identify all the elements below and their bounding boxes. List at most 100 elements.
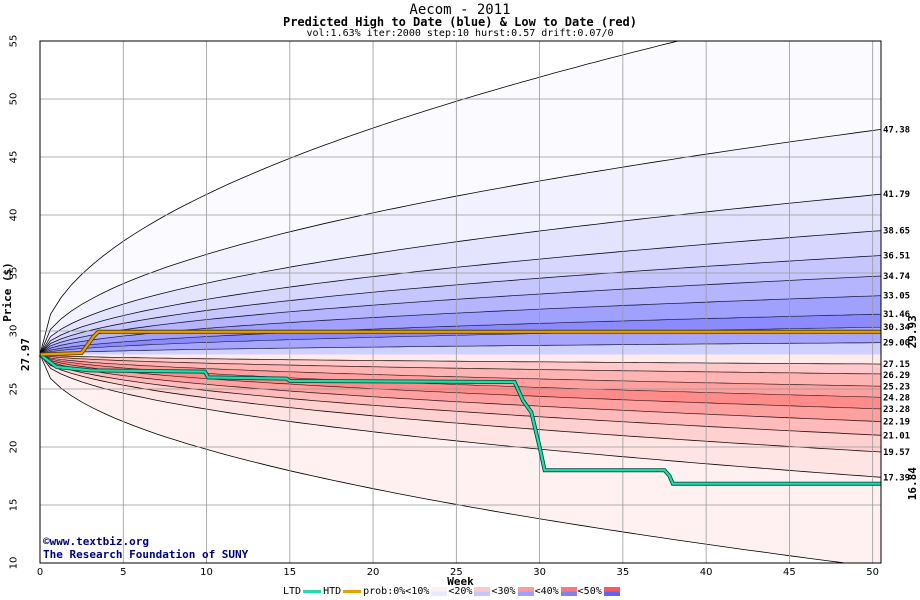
level-label: 34.74	[883, 272, 911, 282]
level-label: 19.57	[883, 448, 910, 458]
level-label: 24.28	[883, 393, 910, 403]
high-band-9	[40, 41, 881, 355]
high-band-2	[40, 314, 881, 355]
low-band-9	[40, 354, 881, 563]
x-axis-label: Week	[447, 575, 474, 588]
low-band-2	[40, 354, 881, 387]
level-label: 30.34	[883, 323, 911, 333]
start-price-label: 27.97	[19, 338, 32, 371]
high-band-1	[40, 327, 881, 355]
htd-end-label: 29.93	[906, 315, 919, 348]
x-tick-label: 40	[700, 567, 713, 578]
legend-swatch	[603, 586, 620, 596]
level-label: 23.28	[883, 405, 910, 415]
x-tick-label: 45	[783, 567, 796, 578]
level-label: 25.23	[883, 382, 910, 392]
high-band-8	[40, 129, 881, 355]
level-label: 27.15	[883, 360, 910, 370]
legend-ltd-line	[303, 590, 322, 593]
watermark-url: ©www.textbiz.org	[43, 535, 149, 548]
axes: 10 15 20 25 30 35 40 45 50 55 0 5 10 15 20 25 30 35 40 45 50…	[1, 35, 882, 588]
legend: LTD HTD prob:0% <10% <20% <30% <40% <50%	[283, 586, 621, 597]
low-boundary-0	[40, 354, 881, 365]
high-band-5	[40, 255, 881, 355]
x-tick-label: 5	[120, 567, 126, 578]
low-band-0	[40, 354, 881, 365]
level-label: 21.01	[883, 431, 910, 441]
chart-subtitle: Predicted High to Date (blue) & Low to D…	[282, 15, 637, 29]
legend-prob-label: prob:0%	[363, 586, 406, 597]
high-boundary-5	[40, 255, 881, 355]
ltd-end-label: 16.84	[906, 467, 919, 500]
low-boundary-7	[40, 354, 881, 453]
high-boundary-9	[40, 41, 680, 355]
high-boundary-6	[40, 230, 881, 355]
high-band-6	[40, 230, 881, 355]
level-label: 31.46	[883, 310, 910, 320]
y-tick-label: 40	[9, 209, 20, 222]
high-band-7	[40, 194, 881, 355]
legend-item-label: <10%	[405, 586, 430, 597]
low-boundary-8	[40, 354, 881, 478]
x-tick-label: 50	[866, 567, 879, 578]
y-tick-label: 35	[9, 267, 20, 280]
probability-bands	[40, 41, 881, 563]
legend-item-label: <20%	[448, 586, 473, 597]
low-band-3	[40, 354, 881, 398]
legend-item-label: <40%	[534, 586, 559, 597]
x-tick-label: 30	[533, 567, 546, 578]
level-labels: 47.38 41.79 38.65 36.51 34.74 33.05 31.46 30.34…	[19, 125, 919, 500]
level-label: 22.19	[883, 418, 910, 428]
legend-htd-label: HTD	[323, 586, 342, 597]
legend-htd-line	[343, 590, 362, 593]
legend-swatch	[560, 586, 577, 596]
legend-swatch	[431, 586, 448, 596]
series-lines	[38, 329, 881, 486]
high-boundary-7	[40, 193, 881, 355]
watermark-org: The Research Foundation of SUNY	[43, 548, 249, 561]
x-tick-label: 15	[283, 567, 296, 578]
y-tick-label: 45	[9, 151, 20, 164]
y-tick-label: 50	[9, 93, 20, 106]
x-tick-label: 10	[200, 567, 213, 578]
low-band-5	[40, 354, 881, 422]
high-boundary-4	[40, 275, 881, 355]
low-band-1	[40, 354, 881, 374]
y-tick-label: 15	[9, 499, 20, 512]
high-band-3	[40, 295, 881, 355]
level-label: 17.39	[883, 473, 910, 483]
low-band-6	[40, 354, 881, 436]
legend-items: <10% <20% <30% <40% <50%	[405, 586, 620, 597]
level-label: 36.51	[883, 251, 910, 261]
y-tick-label: 55	[9, 35, 20, 48]
x-tick-label: 35	[617, 567, 630, 578]
level-label: 38.65	[883, 227, 910, 237]
low-band-7	[40, 354, 881, 452]
legend-item-label: <50%	[577, 586, 602, 597]
level-label: 41.79	[883, 190, 910, 200]
chart-title: Aecom - 2011	[409, 2, 511, 18]
low-band-8	[40, 354, 881, 478]
y-tick-label: 25	[9, 383, 20, 396]
ltd-line	[39, 353, 881, 485]
watermark: ©www.textbiz.org The Research Foundation…	[43, 535, 248, 561]
level-label: 33.05	[883, 292, 910, 302]
x-tick-label: 0	[37, 567, 43, 578]
simulation-params: vol:1.63% iter:2000 step:10 hurst:0.57 d…	[306, 28, 614, 39]
y-tick-label: 20	[9, 441, 20, 454]
plot-frame	[39, 40, 882, 564]
high-band-4	[40, 276, 881, 355]
y-axis-label: Price ($)	[1, 262, 14, 322]
htd-line	[39, 330, 881, 356]
level-label: 26.29	[883, 371, 910, 381]
low-boundary-6	[40, 354, 881, 436]
level-label: 29.00	[883, 339, 910, 349]
legend-swatch	[517, 586, 534, 596]
x-tick-label: 20	[367, 567, 380, 578]
level-label: 47.38	[883, 125, 910, 135]
high-band-0	[40, 342, 881, 355]
y-tick-label: 30	[9, 325, 20, 338]
x-tick-label: 25	[450, 567, 463, 578]
y-tick-label: 10	[9, 557, 20, 570]
